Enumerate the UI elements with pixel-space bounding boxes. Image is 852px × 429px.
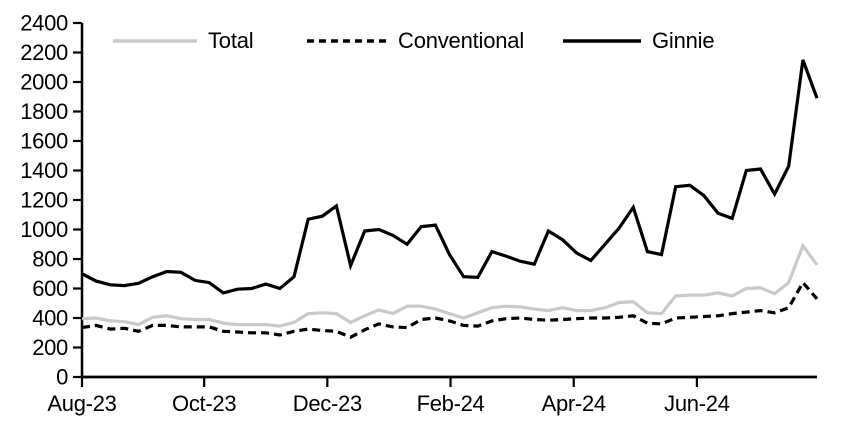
y-axis-tick-label: 2200 — [20, 40, 68, 65]
y-axis-tick-label: 1000 — [20, 217, 68, 242]
conventional-line-swatch — [307, 39, 387, 43]
series-line-ginnie — [81, 59, 819, 295]
x-axis-tick-label: Feb-24 — [417, 391, 485, 416]
y-axis-tick-label: 800 — [32, 247, 68, 272]
x-axis-tick-label: Aug-23 — [47, 391, 116, 416]
y-axis-tick-label: 400 — [32, 306, 68, 331]
x-axis-tick-label: Apr-24 — [542, 391, 606, 416]
total-line-swatch — [113, 39, 197, 43]
x-axis-tick-label: Jun-24 — [664, 391, 730, 416]
legend-label-conventional: Conventional — [398, 28, 525, 53]
legend-label-total: Total — [208, 28, 254, 53]
legend-item-total: Total — [113, 26, 254, 56]
y-axis-tick-label: 1200 — [20, 188, 68, 213]
y-axis-tick-label: 600 — [32, 276, 68, 301]
ginnie-line-swatch — [563, 39, 641, 43]
series-line-conventional — [81, 279, 819, 339]
x-axis-tick-label: Dec-23 — [293, 391, 362, 416]
y-axis-tick-label: 1800 — [20, 99, 68, 124]
y-axis-tick-label: 0 — [56, 365, 68, 390]
series-line-total — [81, 242, 819, 328]
y-axis-tick-label: 2000 — [20, 70, 68, 95]
y-axis-tick-label: 1400 — [20, 158, 68, 183]
x-axis-tick-label: Oct-23 — [172, 391, 236, 416]
y-axis-tick-label: 200 — [32, 335, 68, 360]
legend-item-conventional: Conventional — [307, 26, 524, 56]
legend-label-ginnie: Ginnie — [652, 28, 715, 53]
y-axis-tick-label: 2400 — [20, 11, 68, 36]
y-axis-tick-label: 1600 — [20, 129, 68, 154]
legend-item-ginnie: Ginnie — [563, 26, 715, 56]
